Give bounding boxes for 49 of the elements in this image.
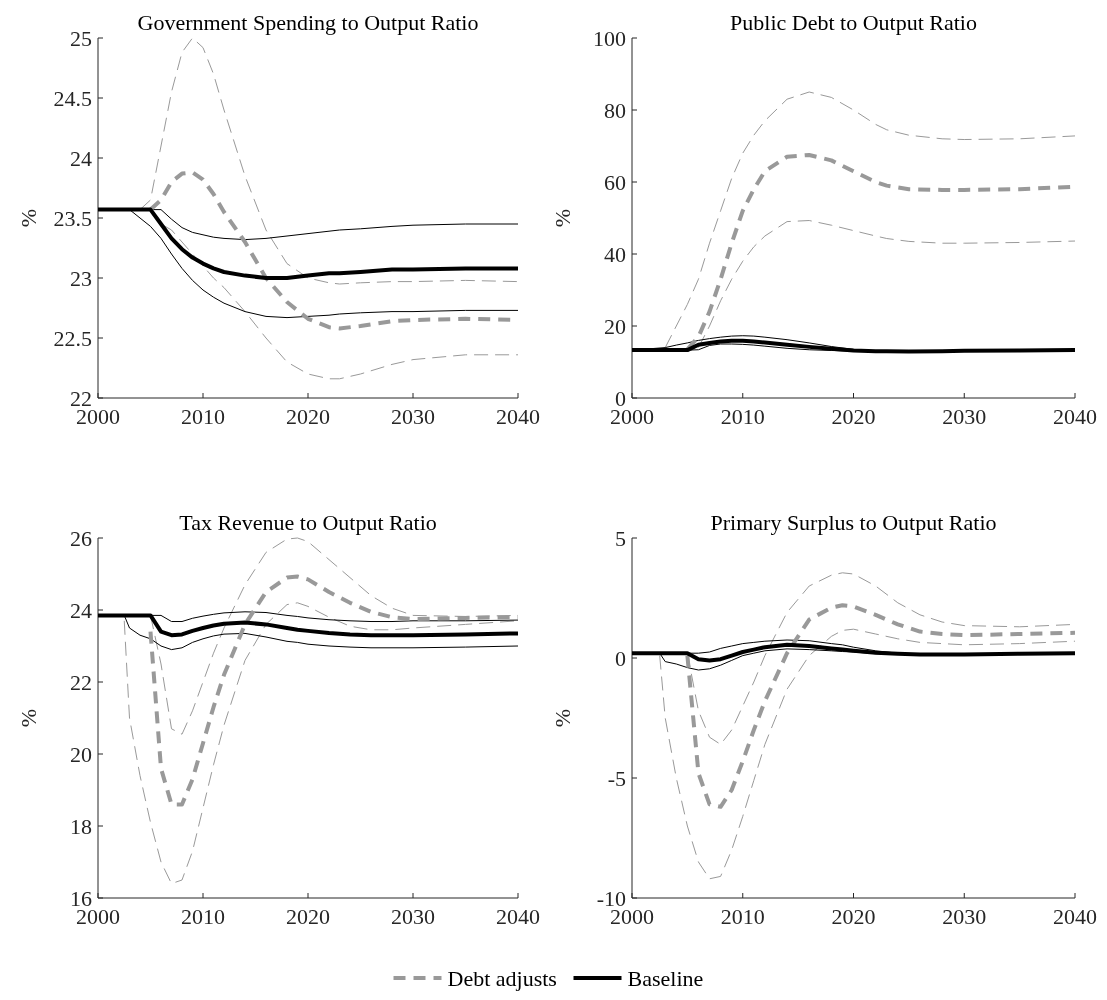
- x-tick-label: 2030: [391, 904, 435, 929]
- y-axis-title: %: [16, 708, 41, 728]
- y-tick-label: 18: [70, 813, 92, 839]
- y-tick-label: 40: [604, 241, 626, 267]
- y-tick-label: 0: [615, 645, 626, 671]
- x-tick-label: 2020: [831, 904, 876, 929]
- legend-label: Baseline: [627, 965, 704, 991]
- y-tick-label: 26: [70, 525, 92, 551]
- y-tick-label: 20: [604, 313, 626, 339]
- y-tick-label: 0: [615, 385, 626, 411]
- x-tick-label: 2020: [286, 404, 330, 429]
- y-tick-label: 23.5: [53, 205, 92, 231]
- x-tick-label: 2030: [391, 404, 435, 429]
- x-tick-label: 2010: [181, 904, 225, 929]
- y-tick-label: 16: [70, 885, 92, 911]
- y-tick-label: -5: [607, 765, 626, 791]
- y-tick-label: 20: [70, 741, 92, 767]
- y-tick-label: 5: [615, 525, 626, 551]
- y-tick-label: 24.5: [53, 85, 92, 111]
- y-tick-label: 23: [70, 265, 92, 291]
- y-tick-label: 22.5: [53, 325, 92, 351]
- y-tick-label: 100: [593, 25, 626, 51]
- y-axis-title: %: [16, 208, 41, 228]
- y-tick-label: 22: [70, 669, 92, 695]
- x-tick-label: 2030: [942, 404, 987, 429]
- legend-label: Debt adjusts: [447, 965, 557, 991]
- x-tick-label: 2020: [286, 904, 330, 929]
- x-tick-label: 2010: [181, 404, 225, 429]
- y-axis-title: %: [550, 708, 575, 728]
- x-tick-label: 2040: [496, 404, 540, 429]
- x-tick-label: 2010: [720, 404, 765, 429]
- chart-title: Primary Surplus to Output Ratio: [710, 510, 997, 535]
- y-tick-label: -10: [596, 885, 626, 911]
- x-tick-label: 2030: [942, 904, 987, 929]
- y-axis-title: %: [550, 208, 575, 228]
- chart-title: Government Spending to Output Ratio: [137, 10, 479, 35]
- y-tick-label: 80: [604, 97, 626, 123]
- x-tick-label: 2040: [1053, 904, 1097, 929]
- y-tick-label: 60: [604, 169, 626, 195]
- x-tick-label: 2020: [831, 404, 876, 429]
- y-tick-label: 24: [70, 145, 92, 171]
- chart-title: Tax Revenue to Output Ratio: [179, 510, 437, 535]
- x-tick-label: 2010: [720, 904, 765, 929]
- chart-title: Public Debt to Output Ratio: [730, 10, 977, 35]
- y-tick-label: 25: [70, 25, 92, 51]
- x-tick-label: 2040: [1053, 404, 1097, 429]
- x-tick-label: 2040: [496, 904, 540, 929]
- y-tick-label: 24: [70, 597, 92, 623]
- y-tick-label: 22: [70, 385, 92, 411]
